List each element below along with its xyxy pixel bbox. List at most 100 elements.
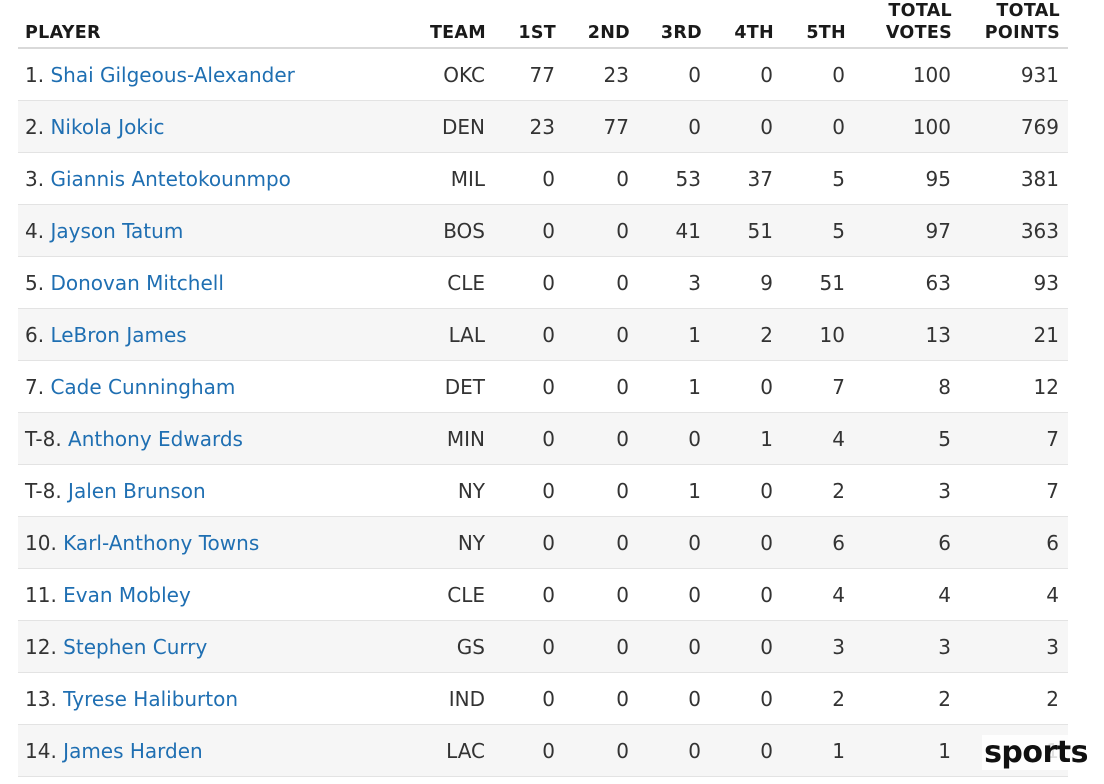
player-name-link[interactable]: Stephen Curry	[63, 634, 208, 659]
team-cell: OKC	[412, 48, 494, 101]
header-second: 2ND	[564, 0, 638, 49]
table-row: T-8. Jalen Brunson NY 0 0 1 0 2 3 7	[18, 464, 1068, 517]
fourth-cell: 0	[710, 620, 782, 673]
player-cell: 10. Karl-Anthony Towns	[18, 516, 412, 569]
table-header: PLAYER TEAM 1ST 2ND 3RD 4TH 5TH TOTAL VOT…	[18, 0, 1068, 49]
second-cell: 0	[564, 360, 638, 413]
table-body: 1. Shai Gilgeous-Alexander OKC 77 23 0 0 0 100 9…	[18, 48, 1068, 777]
team-cell: BOS	[412, 204, 494, 257]
total-points-cell: 6	[960, 516, 1068, 569]
fourth-cell: 9	[710, 256, 782, 309]
total-points-cell: 4	[960, 568, 1068, 621]
player-rank: 14.	[25, 738, 57, 763]
third-cell: 0	[638, 516, 710, 569]
table-row: T-8. Anthony Edwards MIN 0 0 0 1 4 5 7	[18, 412, 1068, 465]
player-name-link[interactable]: Donovan Mitchell	[50, 270, 224, 295]
total-votes-cell: 4	[854, 568, 960, 621]
player-name-link[interactable]: Jayson Tatum	[50, 218, 184, 243]
first-cell: 0	[494, 152, 564, 205]
fifth-cell: 4	[782, 568, 854, 621]
total-votes-cell: 3	[854, 620, 960, 673]
team-cell: DET	[412, 360, 494, 413]
player-cell: 7. Cade Cunningham	[18, 360, 412, 413]
total-votes-cell: 97	[854, 204, 960, 257]
total-votes-cell: 3	[854, 464, 960, 517]
header-third: 3RD	[638, 0, 710, 49]
total-votes-cell: 13	[854, 308, 960, 361]
player-rank: 1.	[25, 62, 45, 87]
fifth-cell: 5	[782, 204, 854, 257]
team-cell: CLE	[412, 256, 494, 309]
header-row: PLAYER TEAM 1ST 2ND 3RD 4TH 5TH TOTAL VOT…	[18, 0, 1068, 49]
total-votes-cell: 63	[854, 256, 960, 309]
first-cell: 0	[494, 724, 564, 777]
fifth-cell: 0	[782, 100, 854, 153]
header-total-points-line1: TOTAL	[996, 1, 1060, 21]
fourth-cell: 2	[710, 308, 782, 361]
player-name-link[interactable]: Jalen Brunson	[68, 478, 206, 503]
team-cell: LAC	[412, 724, 494, 777]
header-total-votes: TOTAL VOTES	[854, 0, 960, 49]
second-cell: 77	[564, 100, 638, 153]
header-fourth: 4TH	[710, 0, 782, 49]
sports-watermark-logo: sports	[982, 735, 1090, 770]
player-rank: 12.	[25, 634, 57, 659]
player-rank: 7.	[25, 374, 45, 399]
player-name-link[interactable]: Nikola Jokic	[50, 114, 165, 139]
first-cell: 0	[494, 360, 564, 413]
player-rank: 2.	[25, 114, 45, 139]
team-cell: GS	[412, 620, 494, 673]
second-cell: 0	[564, 568, 638, 621]
fifth-cell: 1	[782, 724, 854, 777]
team-cell: NY	[412, 516, 494, 569]
fourth-cell: 0	[710, 724, 782, 777]
third-cell: 1	[638, 464, 710, 517]
fourth-cell: 0	[710, 672, 782, 725]
player-name-link[interactable]: Karl-Anthony Towns	[63, 530, 260, 555]
player-name-link[interactable]: Tyrese Haliburton	[63, 686, 239, 711]
player-name-link[interactable]: LeBron James	[50, 322, 187, 347]
first-cell: 0	[494, 568, 564, 621]
table-row: 6. LeBron James LAL 0 0 1 2 10 13 21	[18, 308, 1068, 361]
total-votes-cell: 95	[854, 152, 960, 205]
player-name-link[interactable]: Giannis Antetokounmpo	[50, 166, 291, 191]
player-cell: 5. Donovan Mitchell	[18, 256, 412, 309]
second-cell: 0	[564, 256, 638, 309]
header-first: 1ST	[494, 0, 564, 49]
header-total-votes-line1: TOTAL	[888, 1, 952, 21]
fifth-cell: 0	[782, 48, 854, 101]
player-name-link[interactable]: James Harden	[63, 738, 203, 763]
player-cell: 13. Tyrese Haliburton	[18, 672, 412, 725]
second-cell: 0	[564, 620, 638, 673]
first-cell: 0	[494, 672, 564, 725]
third-cell: 0	[638, 48, 710, 101]
team-cell: NY	[412, 464, 494, 517]
player-name-link[interactable]: Cade Cunningham	[50, 374, 236, 399]
player-name-link[interactable]: Shai Gilgeous-Alexander	[50, 62, 295, 87]
second-cell: 0	[564, 464, 638, 517]
total-points-cell: 7	[960, 412, 1068, 465]
third-cell: 41	[638, 204, 710, 257]
total-points-cell: 12	[960, 360, 1068, 413]
table-row: 12. Stephen Curry GS 0 0 0 0 3 3 3	[18, 620, 1068, 673]
third-cell: 0	[638, 568, 710, 621]
table-row: 11. Evan Mobley CLE 0 0 0 0 4 4 4	[18, 568, 1068, 621]
total-points-cell: 363	[960, 204, 1068, 257]
third-cell: 0	[638, 412, 710, 465]
player-rank: 11.	[25, 582, 57, 607]
player-rank: 13.	[25, 686, 57, 711]
table-row: 1. Shai Gilgeous-Alexander OKC 77 23 0 0 0 100 9…	[18, 48, 1068, 101]
total-votes-cell: 6	[854, 516, 960, 569]
fifth-cell: 2	[782, 464, 854, 517]
total-points-cell: 381	[960, 152, 1068, 205]
team-cell: MIL	[412, 152, 494, 205]
table-row: 14. James HardenLAC0000111	[18, 724, 1068, 777]
first-cell: 0	[494, 464, 564, 517]
second-cell: 0	[564, 724, 638, 777]
first-cell: 0	[494, 308, 564, 361]
table-row: 2. Nikola Jokic DEN 23 77 0 0 0 100 769	[18, 100, 1068, 153]
player-cell: 1. Shai Gilgeous-Alexander	[18, 48, 412, 101]
player-name-link[interactable]: Anthony Edwards	[68, 426, 243, 451]
player-name-link[interactable]: Evan Mobley	[63, 582, 191, 607]
fifth-cell: 6	[782, 516, 854, 569]
